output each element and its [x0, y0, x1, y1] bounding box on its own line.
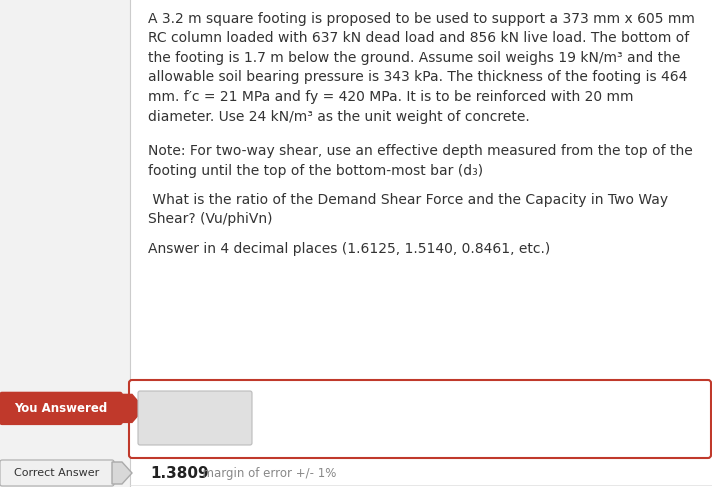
FancyArrow shape — [112, 462, 132, 484]
Bar — [0, 0, 130, 487]
Text: What is the ratio of the Demand Shear Force and the Capacity in Two Way: What is the ratio of the Demand Shear Fo… — [148, 193, 668, 207]
Text: A 3.2 m square footing is proposed to be used to support a 373 mm x 605 mm: A 3.2 m square footing is proposed to be… — [148, 12, 695, 26]
FancyArrow shape — [120, 394, 144, 422]
FancyBboxPatch shape — [138, 391, 252, 445]
FancyBboxPatch shape — [129, 380, 711, 458]
Text: Answer in 4 decimal places (1.6125, 1.5140, 0.8461, etc.): Answer in 4 decimal places (1.6125, 1.51… — [148, 242, 550, 256]
Text: diameter. Use 24 kN/m³ as the unit weight of concrete.: diameter. Use 24 kN/m³ as the unit weigh… — [148, 110, 530, 124]
Text: Shear? (Vu/phiVn): Shear? (Vu/phiVn) — [148, 212, 273, 226]
Text: mm. f′c = 21 MPa and fy = 420 MPa. It is to be reinforced with 20 mm: mm. f′c = 21 MPa and fy = 420 MPa. It is… — [148, 90, 634, 104]
Text: the footing is 1.7 m below the ground. Assume soil weighs 19 kN/m³ and the: the footing is 1.7 m below the ground. A… — [148, 51, 681, 65]
Text: Correct Answer: Correct Answer — [14, 468, 100, 478]
Text: margin of error +/- 1%: margin of error +/- 1% — [195, 467, 336, 480]
Text: You Answered: You Answered — [14, 402, 108, 415]
Text: RC column loaded with 637 kN dead load and 856 kN live load. The bottom of: RC column loaded with 637 kN dead load a… — [148, 32, 689, 45]
Text: 1.3809: 1.3809 — [150, 466, 209, 481]
FancyBboxPatch shape — [0, 393, 122, 424]
Text: allowable soil bearing pressure is 343 kPa. The thickness of the footing is 464: allowable soil bearing pressure is 343 k… — [148, 71, 687, 85]
Text: Note: For two-way shear, use an effective depth measured from the top of the: Note: For two-way shear, use an effectiv… — [148, 144, 693, 158]
FancyBboxPatch shape — [0, 460, 114, 486]
Text: footing until the top of the bottom-most bar (d₃): footing until the top of the bottom-most… — [148, 164, 483, 177]
